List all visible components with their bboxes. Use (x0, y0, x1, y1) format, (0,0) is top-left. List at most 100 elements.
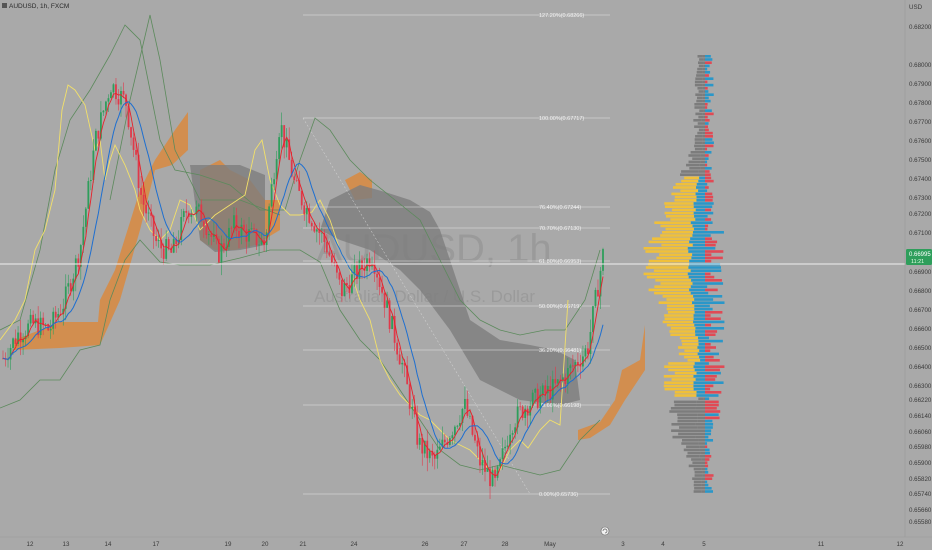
vp-bar-right (705, 279, 722, 282)
candle-up (320, 228, 323, 243)
vp-bar-mid (702, 103, 705, 106)
vp-bar-right (705, 461, 708, 464)
vp-bar-left (694, 80, 703, 84)
candle-down (571, 354, 574, 373)
vp-bar-mid (690, 221, 705, 224)
fib-level-label: 100.00%(0.67717) (539, 116, 584, 122)
y-axis[interactable]: USD 0.68200 0.68000 0.67900 0.67800 0.67700 0… (904, 0, 932, 537)
vp-bar-mid (702, 135, 705, 138)
candle-down (494, 465, 496, 487)
vp-bar-left (697, 96, 703, 100)
vp-bar-left (693, 119, 702, 122)
candle-down (97, 130, 100, 146)
candle-down (150, 204, 153, 227)
replay-icon[interactable] (600, 526, 610, 536)
vp-bar-right (705, 87, 708, 90)
vp-bar-left (687, 359, 701, 362)
candle-down (300, 189, 303, 210)
vp-bar-mid (700, 151, 705, 154)
candle-up (248, 216, 250, 248)
candle-up (182, 208, 185, 222)
vp-bar-right (705, 480, 708, 484)
vp-bar-right (705, 413, 719, 416)
vp-bar-right (705, 144, 714, 148)
vp-bar-mid (693, 375, 705, 378)
fib-trend-line (302, 117, 531, 495)
vp-bar-left (662, 320, 694, 324)
candle-up (39, 311, 42, 339)
vp-bar-left (670, 218, 696, 221)
vp-bar-mid (698, 343, 705, 346)
vp-bar-mid (695, 423, 705, 426)
candle-up (250, 222, 253, 231)
candle-up (353, 254, 356, 287)
fib-level-label: 61.80%(0.66953) (539, 259, 581, 265)
vp-bar-right (705, 189, 708, 192)
candle-down (431, 443, 434, 467)
vp-bar-left (670, 327, 696, 330)
vp-bar-mid (699, 176, 705, 180)
vp-bar-mid (698, 439, 705, 442)
candle-up (275, 150, 278, 181)
vp-bar-mid (697, 413, 705, 416)
vp-bar-right (705, 58, 713, 61)
vp-bar-left (664, 205, 694, 208)
vp-bar-right (705, 474, 714, 477)
vp-bar-mid (695, 407, 705, 410)
vp-bar-right (705, 359, 720, 362)
vp-bar-right (705, 109, 712, 112)
vp-bar-mid (689, 259, 705, 263)
vp-bar-right (705, 304, 710, 308)
price-badge-countdown: 11:21 (911, 259, 924, 265)
vp-bar-right (705, 74, 709, 77)
vp-bar-mid (690, 285, 705, 288)
vp-bar-left (664, 387, 694, 391)
vp-bar-mid (695, 192, 705, 196)
vp-bar-mid (697, 352, 705, 356)
vp-bar-left (684, 349, 700, 352)
vp-bar-mid (697, 346, 705, 349)
vp-bar-left (695, 135, 703, 138)
vp-bar-left (668, 362, 695, 365)
candle-up (278, 133, 281, 165)
candle-up (110, 90, 112, 99)
vp-bar-left (662, 295, 694, 298)
vp-bar-mid (697, 336, 705, 340)
vp-bar-left (682, 439, 699, 442)
vp-bar-right (705, 55, 711, 58)
vp-bar-right (705, 448, 710, 452)
candle-down (544, 379, 547, 404)
vp-bar-left (695, 93, 703, 96)
vp-bar-mid (696, 371, 705, 375)
vp-bar-right (705, 349, 711, 352)
vp-bar-left (674, 199, 697, 202)
vp-bar-left (694, 141, 703, 144)
vp-bar-mid (702, 55, 705, 58)
vp-bar-left (677, 416, 698, 420)
candle-down (303, 202, 306, 221)
candle-down (135, 142, 137, 161)
fib-level-label: 76.40%(0.67244) (539, 205, 581, 211)
vp-bar-right (705, 410, 721, 413)
vp-bar-right (705, 339, 723, 343)
candle-up (569, 363, 572, 380)
vp-bar-right (705, 106, 708, 109)
candle-up (599, 266, 602, 310)
x-axis[interactable]: 12 13 14 17 19 20 21 24 26 27 28 May 3 4 5 11 12 (0, 536, 932, 548)
candle-up (190, 209, 193, 224)
vp-bar-mid (701, 480, 705, 484)
candle-down (318, 222, 321, 245)
vp-bar-right (705, 93, 714, 96)
candle-up (456, 424, 459, 429)
vp-bar-left (674, 403, 697, 407)
vp-bar-mid (700, 167, 705, 170)
vp-bar-left (660, 224, 693, 228)
vp-bar-right (705, 170, 710, 173)
y-tick-label: 0.66400 (909, 364, 932, 371)
candle-up (451, 431, 454, 445)
candle-up (29, 308, 32, 327)
candle-down (484, 448, 486, 482)
vp-bar-left (648, 240, 690, 244)
